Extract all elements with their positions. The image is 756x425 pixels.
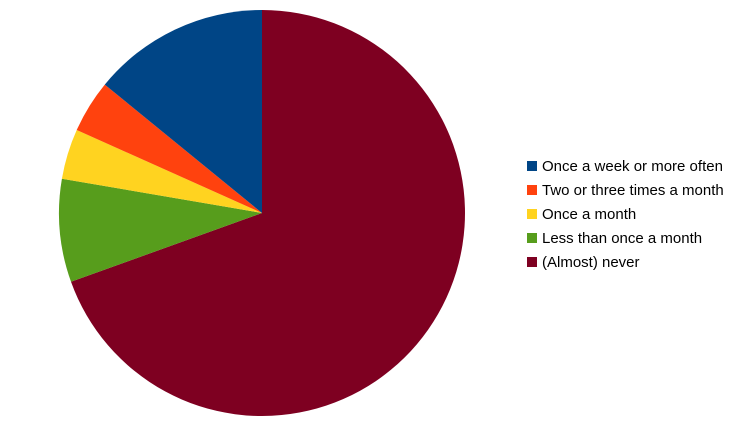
- legend-swatch: [527, 233, 537, 243]
- legend-item: Once a week or more often: [527, 154, 724, 178]
- legend-label: (Almost) never: [542, 253, 640, 271]
- legend-item: Once a month: [527, 202, 724, 226]
- legend-label: Two or three times a month: [542, 181, 724, 199]
- pie-slice-once-a-month: [61, 130, 262, 213]
- legend-label: Less than once a month: [542, 229, 703, 247]
- legend-label: Once a month: [542, 205, 637, 223]
- legend: Once a week or more often Two or three ti…: [527, 154, 724, 274]
- pie-slice-almost-never: [71, 10, 465, 416]
- legend-item: (Almost) never: [527, 250, 724, 274]
- legend-label: Once a week or more often: [542, 157, 723, 175]
- legend-swatch: [527, 185, 537, 195]
- pie-slice-once-a-week-or-more-often: [104, 10, 262, 213]
- legend-item: Less than once a month: [527, 226, 724, 250]
- pie-slice-two-or-three-times-a-month: [76, 84, 263, 213]
- legend-swatch: [527, 257, 537, 267]
- legend-item: Two or three times a month: [527, 178, 724, 202]
- pie-slice-less-than-once-a-month: [58, 178, 262, 282]
- legend-swatch: [527, 209, 537, 219]
- legend-swatch: [527, 161, 537, 171]
